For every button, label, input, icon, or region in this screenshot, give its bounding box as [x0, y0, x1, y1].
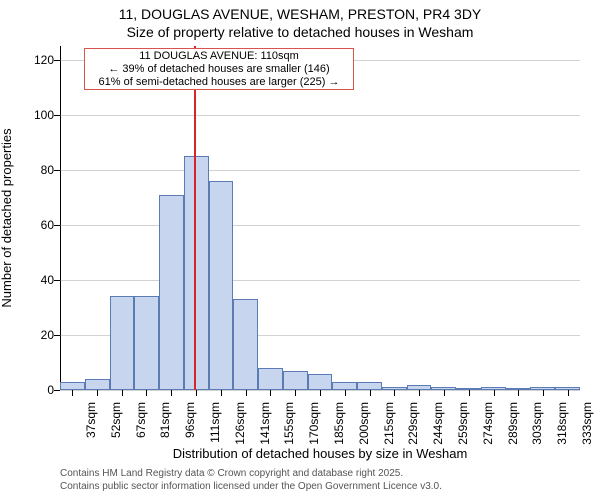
x-tick-mark: [196, 390, 197, 396]
gridline-h: [60, 280, 580, 281]
x-tick-mark: [469, 390, 470, 396]
y-tick-label: 100: [34, 108, 60, 122]
y-tick-label: 80: [41, 163, 60, 177]
x-tick-mark: [246, 390, 247, 396]
y-tick-label: 0: [47, 383, 60, 397]
chart-title-line1: 11, DOUGLAS AVENUE, WESHAM, PRESTON, PR4…: [0, 6, 600, 22]
gridline-h: [60, 225, 580, 226]
x-tick-mark: [543, 390, 544, 396]
histogram-bar: [60, 382, 85, 390]
chart-container: { "title_line1": "11, DOUGLAS AVENUE, WE…: [0, 0, 600, 500]
histogram-bar: [258, 368, 283, 390]
y-tick-label: 20: [41, 328, 60, 342]
histogram-bar: [332, 382, 357, 390]
histogram-bar: [110, 296, 135, 390]
x-tick-mark: [345, 390, 346, 396]
x-tick-mark: [270, 390, 271, 396]
x-tick-mark: [494, 390, 495, 396]
x-tick-mark: [97, 390, 98, 396]
x-tick-mark: [320, 390, 321, 396]
x-axis-label: Distribution of detached houses by size …: [60, 446, 580, 461]
callout-box: 11 DOUGLAS AVENUE: 110sqm ← 39% of detac…: [84, 48, 354, 90]
histogram-bar: [308, 374, 333, 391]
x-tick-mark: [518, 390, 519, 396]
y-axis-line: [60, 46, 61, 390]
x-tick-mark: [146, 390, 147, 396]
x-tick-mark: [221, 390, 222, 396]
histogram-bar: [159, 195, 184, 390]
histogram-bar: [357, 382, 382, 390]
callout-line1: 11 DOUGLAS AVENUE: 110sqm: [89, 50, 349, 63]
x-tick-mark: [72, 390, 73, 396]
x-tick-mark: [419, 390, 420, 396]
y-tick-label: 40: [41, 273, 60, 287]
histogram-bar: [134, 296, 159, 390]
y-tick-label: 120: [34, 53, 60, 67]
histogram-bar: [209, 181, 234, 390]
x-tick-mark: [171, 390, 172, 396]
histogram-bar: [85, 379, 110, 390]
histogram-bar: [233, 299, 258, 390]
chart-title-line2: Size of property relative to detached ho…: [0, 24, 600, 40]
histogram-bar: [283, 371, 308, 390]
callout-line2: ← 39% of detached houses are smaller (14…: [89, 63, 349, 76]
gridline-h: [60, 115, 580, 116]
y-tick-label: 60: [41, 218, 60, 232]
x-tick-mark: [122, 390, 123, 396]
callout-line3: 61% of semi-detached houses are larger (…: [89, 76, 349, 89]
x-tick-mark: [295, 390, 296, 396]
x-tick-mark: [394, 390, 395, 396]
histogram-bar: [481, 387, 506, 390]
x-tick-label: 333sqm: [580, 394, 594, 462]
footer-line2: Contains public sector information licen…: [60, 481, 442, 492]
plot-area: 02040608010012037sqm52sqm67sqm81sqm96sqm…: [60, 46, 580, 390]
x-tick-mark: [444, 390, 445, 396]
gridline-h: [60, 170, 580, 171]
x-tick-mark: [370, 390, 371, 396]
y-axis-label: Number of detached properties: [0, 128, 14, 307]
footer-line1: Contains HM Land Registry data © Crown c…: [60, 468, 403, 479]
marker-line: [194, 46, 196, 390]
x-tick-mark: [568, 390, 569, 396]
